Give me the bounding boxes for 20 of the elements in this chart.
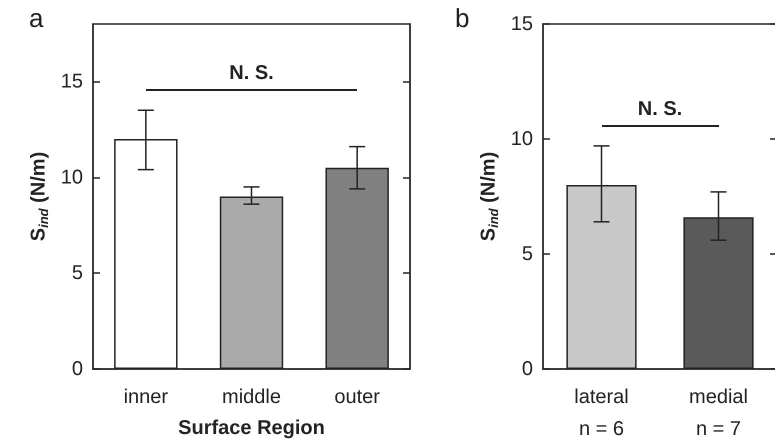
y-tick-label: 10 bbox=[60, 166, 83, 188]
x-tick-label: inner bbox=[124, 386, 168, 408]
chart-title: b bbox=[455, 3, 470, 33]
chart-title: a bbox=[29, 3, 44, 33]
annotation: N. S. bbox=[228, 62, 275, 84]
y-axis-title: Sind (N/m) bbox=[27, 152, 51, 242]
x-axis-title: Surface Region bbox=[178, 416, 325, 439]
y-tick-label: 5 bbox=[72, 262, 83, 284]
x-tick-label: middle bbox=[222, 386, 281, 408]
y-tick-label: 5 bbox=[522, 243, 533, 265]
x-tick-label: lateral n = 6 bbox=[574, 386, 629, 440]
y-axis-title: Sind (N/m) bbox=[477, 152, 501, 242]
y-tick-label: 0 bbox=[72, 358, 83, 380]
x-tick-label: medial n = 7 bbox=[689, 386, 748, 440]
y-tick-label: 0 bbox=[522, 358, 533, 380]
y-tick-label: 15 bbox=[510, 13, 533, 35]
annotation: N. S. bbox=[636, 98, 684, 120]
x-tick-label: outer bbox=[334, 386, 380, 408]
y-tick-label: 15 bbox=[60, 70, 83, 92]
y-tick-label: 10 bbox=[510, 128, 533, 150]
